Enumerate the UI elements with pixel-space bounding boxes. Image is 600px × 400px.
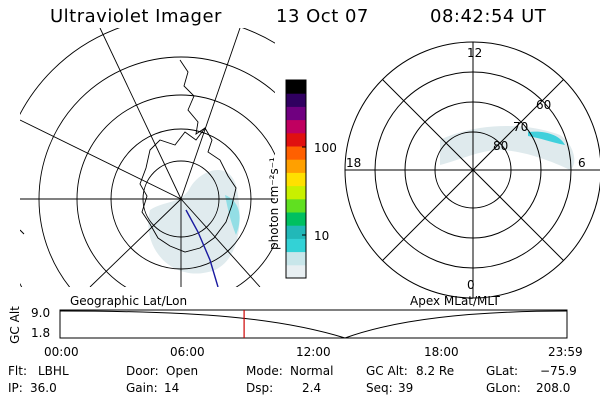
status-value-flt: LBHL <box>38 364 69 378</box>
mlt-label-18: 18 <box>346 156 362 170</box>
colorbar-segment <box>286 264 306 279</box>
geographic-panel-label: Geographic Lat/Lon <box>70 294 188 308</box>
mlat-label-80: 80 <box>493 139 509 153</box>
colorbar-segment <box>286 119 306 134</box>
status-key-seq: Seq: <box>366 381 393 395</box>
geographic-grid <box>20 28 275 287</box>
status-value-ip: 36.0 <box>30 381 57 395</box>
satellite-track <box>185 209 219 287</box>
colorbar-segment <box>286 198 306 213</box>
apex-panel-label: Apex MLat/MLT <box>410 294 500 308</box>
status-key-gain: Gain: <box>126 381 158 395</box>
gc-alt-axis-label: GC Alt <box>7 306 22 344</box>
time-tick-1800: 18:00 <box>424 345 459 359</box>
status-value-gcalt: 8.2 Re <box>416 364 455 378</box>
colorbar-segment <box>286 132 306 147</box>
status-value-seq: 39 <box>398 381 414 395</box>
status-key-glat: GLat: <box>486 364 519 378</box>
altitude-plot-frame <box>59 309 568 339</box>
status-key-glon: GLon: <box>486 381 521 395</box>
coastline-peninsula <box>179 59 206 135</box>
time-label: 08:42:54 UT <box>430 6 547 27</box>
date-label: 13 Oct 07 <box>276 6 369 27</box>
colorbar-segment <box>286 93 306 107</box>
mlat-label-70: 70 <box>513 120 529 134</box>
status-key-dsp: Dsp: <box>246 381 274 395</box>
aurora-region <box>148 170 240 274</box>
aurora-bright-region <box>225 195 240 235</box>
mlt-label-6: 6 <box>578 156 586 170</box>
status-value-gain: 14 <box>164 381 180 395</box>
mlt-label-0: 0 <box>467 278 475 292</box>
coastline <box>139 127 237 253</box>
status-key-gcalt: GC Alt: <box>366 364 408 378</box>
colorbar-segment <box>286 80 306 94</box>
altitude-curve <box>59 310 568 339</box>
polar-plot <box>344 41 600 299</box>
colorbar-tick-100: 100 <box>314 141 337 155</box>
time-tick-1200: 12:00 <box>296 345 331 359</box>
instrument-title: Ultraviolet Imager <box>50 6 222 27</box>
status-key-flt: Flt: <box>8 364 27 378</box>
colorbar-tick-10: 10 <box>314 229 330 243</box>
mlt-label-12: 12 <box>467 46 483 60</box>
mlat-label-60: 60 <box>536 98 552 112</box>
colorbar-segment <box>286 106 306 121</box>
time-tick-0600: 06:00 <box>170 345 205 359</box>
gc-alt-max: 9.0 <box>31 306 51 320</box>
time-tick-0000: 00:00 <box>44 345 79 359</box>
colorbar-segment <box>286 238 306 253</box>
status-key-door: Door: <box>126 364 159 378</box>
time-tick-2359: 23:59 <box>548 345 583 359</box>
status-value-glon: 208.0 <box>536 381 571 395</box>
colorbar-segment <box>286 185 306 200</box>
gc-alt-min: 1.8 <box>31 326 51 340</box>
colorbar-segment <box>286 146 306 160</box>
colorbar-frame <box>285 79 307 279</box>
status-value-dsp: 2.4 <box>302 381 322 395</box>
colorbar-segment <box>286 212 306 226</box>
colorbar-unit-label: photon cm⁻²s⁻¹ <box>267 157 281 250</box>
status-value-glat: −75.9 <box>540 364 577 378</box>
status-key-ip: IP: <box>8 381 23 395</box>
colorbar-segment <box>286 251 306 266</box>
colorbar-segment <box>286 159 306 173</box>
status-value-door: Open <box>166 364 199 378</box>
edge-marker <box>20 229 25 235</box>
status-value-mode: Normal <box>290 364 334 378</box>
colorbar-segment <box>286 172 306 187</box>
status-key-mode: Mode: <box>246 364 283 378</box>
colorbar <box>285 79 307 279</box>
colorbar-segment <box>286 225 306 239</box>
polar-aurora-bright <box>528 131 565 145</box>
